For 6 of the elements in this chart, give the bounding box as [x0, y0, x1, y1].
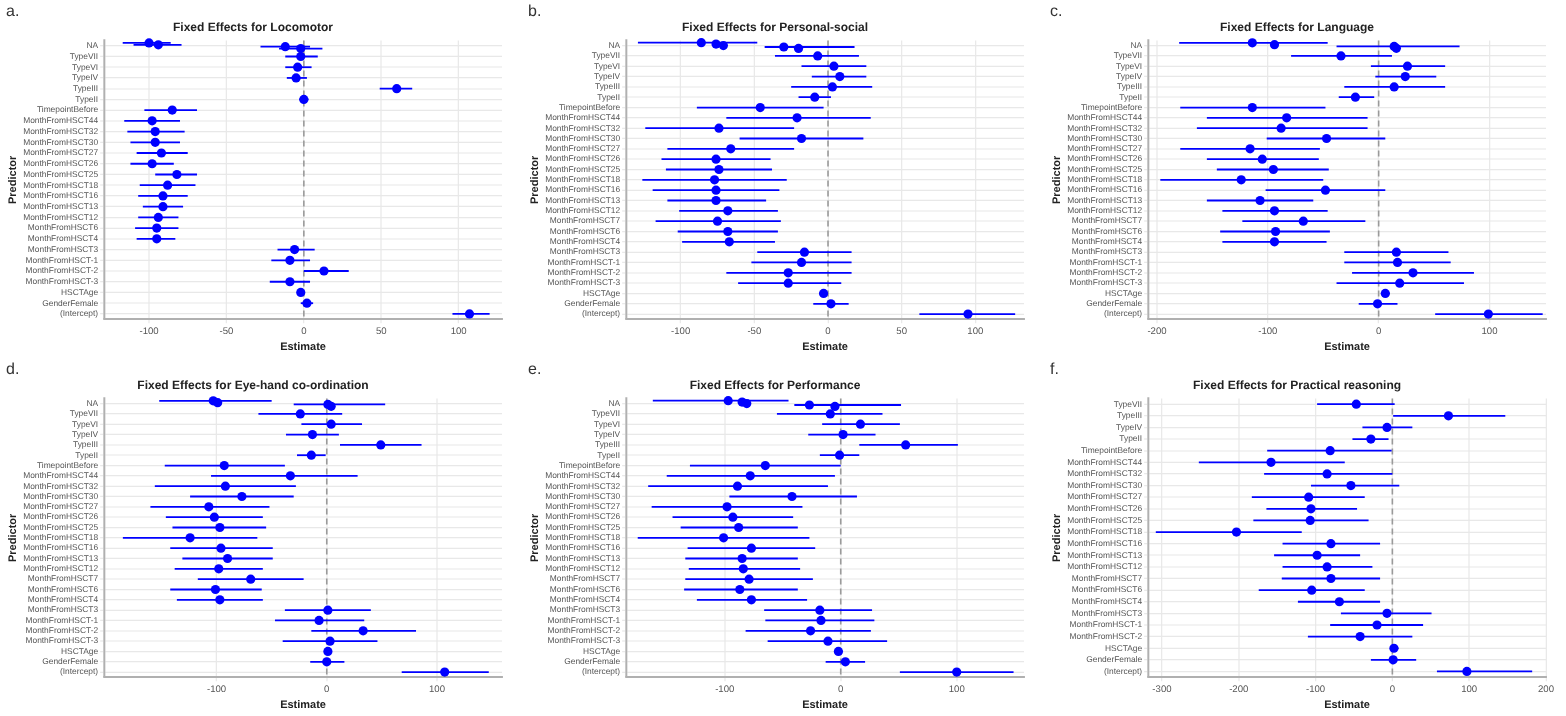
text: b.: [528, 2, 542, 20]
text: f.: [1050, 360, 1059, 378]
text: a.: [6, 2, 20, 20]
text: d.: [6, 360, 20, 378]
text: c.: [1050, 2, 1063, 20]
text: e.: [528, 360, 542, 378]
